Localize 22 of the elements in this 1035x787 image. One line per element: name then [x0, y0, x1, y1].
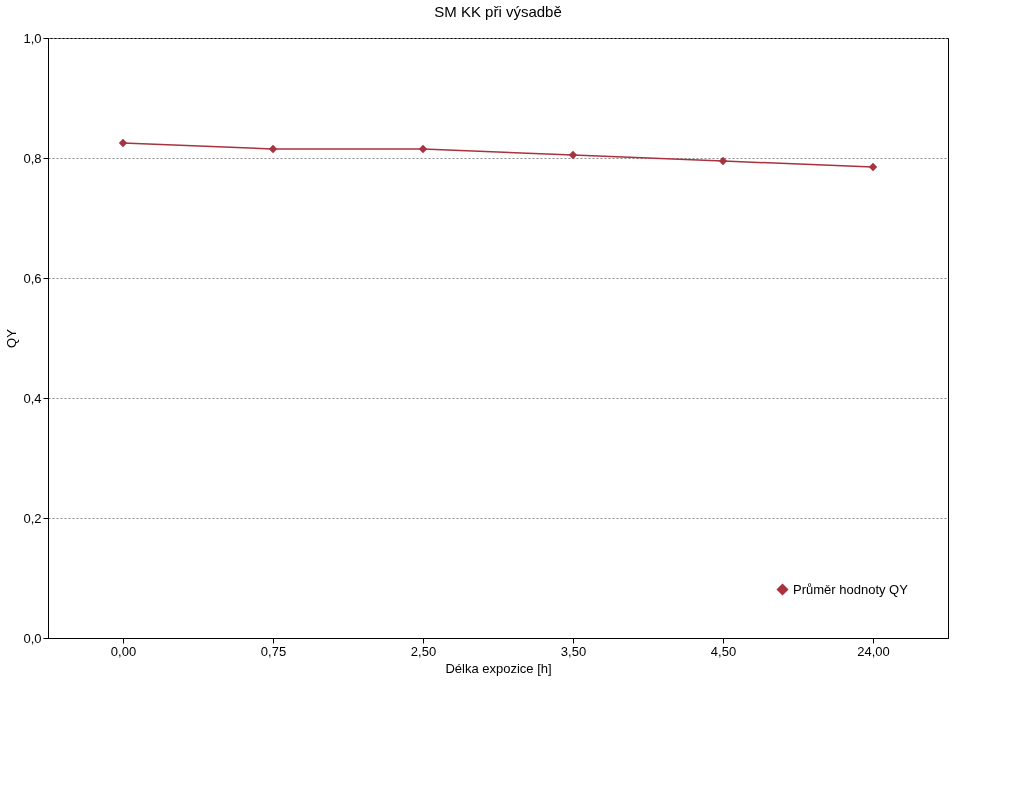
x-axis-title: Délka expozice [h] — [445, 660, 552, 676]
chart-title: SM KK při výsadbě — [434, 3, 562, 20]
x-tick-label: 24,00 — [857, 643, 890, 659]
point — [568, 150, 578, 160]
y-tick-label: 1,0 — [23, 30, 42, 46]
point — [718, 156, 728, 166]
y-tick-label: 0,6 — [23, 270, 42, 286]
point — [118, 138, 128, 148]
x-tick-label: 3,50 — [560, 643, 587, 659]
x-tick-label: 0,75 — [260, 643, 287, 659]
x-tick-label: 4,50 — [710, 643, 737, 659]
y-tick-label: 0,4 — [23, 390, 42, 406]
point — [418, 144, 428, 154]
y-tick-label: 0,2 — [23, 510, 42, 526]
point — [268, 144, 278, 154]
x-tick-label: 2,50 — [410, 643, 437, 659]
y-axis-title: QY — [4, 328, 20, 348]
legend-label: Průměr hodnoty QY — [793, 581, 909, 597]
x-tick-label: 0,00 — [110, 643, 137, 659]
y-tick-label: 0,8 — [23, 150, 42, 166]
y-tick-label: 0,0 — [23, 630, 42, 646]
point — [868, 162, 878, 172]
